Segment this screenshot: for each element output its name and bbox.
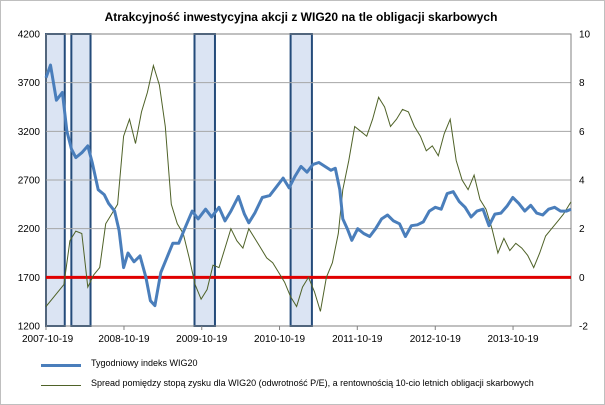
y-left-tick-label-0: 1200 <box>18 322 41 333</box>
x-tick-label-4: 2011-10-19 <box>332 334 383 345</box>
y-left-tick-label-2: 2200 <box>18 224 41 235</box>
y-right-tick-label-4: 6 <box>579 127 585 138</box>
y-left-tick-label-4: 3200 <box>18 127 41 138</box>
x-tick-label-2: 2009-10-19 <box>176 334 228 345</box>
legend-label-wig20: Tygodniowy indeks WIG20 <box>91 358 198 368</box>
legend-entry-wig20: Tygodniowy indeks WIG20 <box>41 356 601 376</box>
chart-svg: Atrakcyjność inwestycyjna akcji z WIG20 … <box>18 10 591 345</box>
x-tick-label-0: 2007-10-19 <box>22 334 74 345</box>
x-axis: 2007-10-19 2008-10-19 2009-10-19 2010-10-19… <box>22 326 539 345</box>
legend-swatch-spread <box>41 385 81 386</box>
y-left-tick-label-6: 4200 <box>18 30 41 41</box>
series-line-wig20 <box>44 63 572 308</box>
x-tick-label-5: 2012-10-19 <box>410 334 462 345</box>
y-right-tick-label-3: 4 <box>579 176 585 187</box>
series-layer <box>44 63 572 312</box>
x-tick-label-1: 2008-10-19 <box>98 334 150 345</box>
y-right-tick-label-1: 0 <box>579 273 585 284</box>
legend: Tygodniowy indeks WIG20 Spread pomiędzy … <box>41 356 601 396</box>
y-right-tick-label-6: 10 <box>579 30 591 41</box>
plot-border <box>45 33 572 327</box>
y-axis-right: -2 0 2 4 6 8 10 <box>579 30 591 333</box>
plot-area-border <box>45 33 572 327</box>
y-left-tick-label-5: 3700 <box>18 78 41 89</box>
x-tick-label-3: 2010-10-19 <box>254 334 306 345</box>
y-left-tick-label-1: 1700 <box>18 273 41 284</box>
legend-entry-spread: Spread pomiędzy stopą zysku dla WIG20 (o… <box>41 376 601 396</box>
series-line-spread <box>45 63 572 312</box>
chart-title: Atrakcyjność inwestycyjna akcji z WIG20 … <box>105 10 498 24</box>
y-right-tick-label-5: 8 <box>579 78 585 89</box>
x-tick-label-6: 2013-10-19 <box>487 334 539 345</box>
y-axis-left: 1200 1700 2200 2700 3200 3700 4200 <box>18 30 41 333</box>
y-right-tick-label-0: -2 <box>579 322 588 333</box>
legend-swatch-wig20 <box>41 364 81 367</box>
y-right-tick-label-2: 2 <box>579 224 585 235</box>
legend-label-spread: Spread pomiędzy stopą zysku dla WIG20 (o… <box>91 378 534 388</box>
y-left-tick-label-3: 2700 <box>18 176 41 187</box>
